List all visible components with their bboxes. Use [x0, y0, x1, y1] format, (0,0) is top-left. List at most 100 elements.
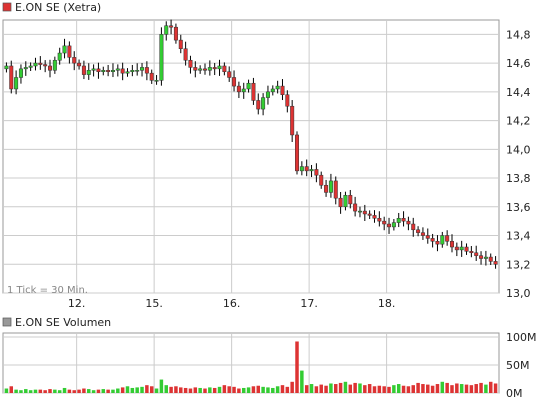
candle-body: [445, 235, 450, 242]
candle-body: [299, 166, 304, 172]
candle: [52, 56, 57, 74]
price-grid: [3, 20, 499, 294]
candle: [43, 60, 48, 73]
candle-body: [193, 67, 198, 71]
candle-body: [91, 68, 96, 71]
candle-body: [488, 256, 493, 262]
candle: [149, 69, 154, 84]
candle-body: [23, 67, 28, 70]
candle-body: [178, 39, 183, 49]
candle-body: [86, 70, 91, 75]
volume-bar: [4, 388, 9, 393]
candle-body: [169, 25, 174, 28]
volume-bar: [33, 389, 38, 393]
candle: [459, 240, 464, 257]
volume-bar: [329, 383, 333, 393]
candle-body: [227, 71, 232, 78]
volume-bar: [135, 387, 139, 393]
candle: [454, 242, 459, 257]
volume-bar: [212, 387, 217, 393]
price-y-tick-label: 14,0: [506, 143, 531, 156]
volume-bar: [232, 386, 236, 393]
candle: [212, 62, 217, 76]
volume-bar: [149, 386, 154, 393]
volume-legend-swatch: [2, 317, 12, 327]
volume-bar: [28, 390, 33, 393]
volume-bar: [484, 384, 488, 393]
volume-bar: [290, 381, 294, 393]
volume-grid: [3, 333, 499, 394]
candle-body: [333, 180, 338, 199]
candle-body: [18, 68, 23, 78]
price-y-tick-label: 13,6: [506, 201, 531, 214]
candle: [91, 64, 96, 77]
candle-body: [9, 65, 14, 90]
candle-body: [411, 223, 416, 231]
candle: [23, 61, 28, 76]
candle-body: [425, 235, 430, 239]
candle: [474, 245, 479, 261]
volume-y-tick-label: 100M: [506, 331, 537, 344]
candle-body: [372, 215, 377, 219]
candle: [217, 59, 222, 76]
candle-body: [14, 77, 19, 90]
candle: [430, 233, 435, 248]
candle: [256, 93, 261, 115]
candle: [367, 210, 372, 220]
x-tick-label: 16.: [223, 297, 241, 310]
candle-body: [430, 238, 435, 242]
candle: [125, 68, 130, 77]
volume-bar: [450, 385, 454, 393]
volume-bar: [96, 389, 101, 393]
volume-bar: [382, 386, 386, 393]
volume-bar: [358, 383, 362, 393]
candle: [411, 217, 416, 237]
candle-body: [469, 251, 474, 254]
candle: [169, 19, 174, 35]
volume-panel-frame: [2, 332, 500, 394]
candle-body: [52, 59, 57, 71]
volume-bar: [464, 384, 469, 393]
candle: [387, 217, 392, 234]
candle: [401, 211, 406, 227]
candle-body: [479, 255, 484, 259]
candle-body: [77, 62, 82, 67]
candle-body: [295, 134, 300, 172]
candle-body: [454, 246, 459, 251]
candle-body: [348, 195, 353, 205]
candle-body: [449, 241, 454, 248]
candle-body: [328, 180, 333, 193]
candle: [188, 55, 193, 74]
candle-body: [416, 229, 421, 233]
candle: [77, 59, 82, 70]
price-legend-label: E.ON SE (Xetra): [15, 1, 101, 14]
candle-body: [483, 256, 488, 259]
volume-bar: [367, 384, 372, 393]
volume-bar: [43, 390, 47, 393]
volume-bar: [106, 389, 110, 393]
candle: [377, 211, 382, 227]
candle: [295, 131, 300, 175]
candle: [333, 176, 338, 205]
volume-bar: [62, 387, 67, 393]
candle: [120, 62, 125, 81]
volume-bar: [319, 384, 323, 393]
candle: [193, 61, 198, 78]
volume-bar: [469, 385, 474, 393]
candle: [115, 64, 120, 77]
candle: [246, 79, 251, 93]
candle: [9, 60, 14, 94]
candle: [469, 246, 474, 258]
volume-bar: [256, 385, 261, 393]
candle-body: [4, 65, 9, 70]
candle-body: [202, 68, 207, 71]
volume-bar: [406, 386, 411, 393]
candle-body: [251, 82, 256, 101]
candle-body: [130, 70, 135, 72]
volume-bar: [459, 384, 464, 393]
volume-bar: [421, 384, 425, 393]
price-y-tick-label: 14,8: [506, 28, 531, 41]
candle-body: [28, 65, 33, 68]
candle-body: [67, 45, 72, 58]
candle-body: [261, 97, 266, 110]
